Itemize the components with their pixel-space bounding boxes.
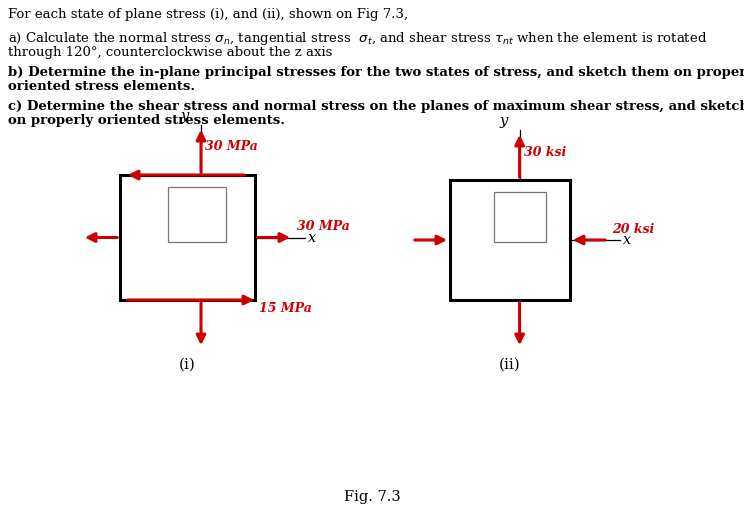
- Text: x: x: [623, 233, 631, 247]
- Bar: [450, 180, 570, 300]
- Text: 20 ksi: 20 ksi: [612, 223, 654, 236]
- Text: c) Determine the shear stress and normal stress on the planes of maximum shear s: c) Determine the shear stress and normal…: [8, 100, 744, 113]
- Text: (i): (i): [179, 358, 196, 372]
- Text: 15 MPa: 15 MPa: [259, 302, 312, 315]
- Bar: [168, 187, 226, 242]
- Text: For each state of plane stress (i), and (ii), shown on Fig 7.3,: For each state of plane stress (i), and …: [8, 8, 408, 21]
- Text: x: x: [308, 231, 316, 244]
- Text: (ii): (ii): [499, 358, 521, 372]
- Text: a) Calculate the normal stress $\sigma_n$, tangential stress  $\sigma_t$, and sh: a) Calculate the normal stress $\sigma_n…: [8, 30, 708, 47]
- Text: 30 MPa: 30 MPa: [205, 140, 258, 153]
- Text: y: y: [181, 109, 189, 123]
- Text: on properly oriented stress elements.: on properly oriented stress elements.: [8, 114, 285, 127]
- Text: oriented stress elements.: oriented stress elements.: [8, 80, 195, 93]
- Text: y: y: [499, 114, 507, 128]
- Text: 30 ksi: 30 ksi: [524, 146, 566, 159]
- Text: through 120°, counterclockwise about the z axis: through 120°, counterclockwise about the…: [8, 46, 333, 59]
- Text: b) Determine the in-plane principal stresses for the two states of stress, and s: b) Determine the in-plane principal stre…: [8, 66, 744, 79]
- Bar: [120, 175, 255, 300]
- Text: Fig. 7.3: Fig. 7.3: [344, 490, 400, 504]
- Bar: [494, 192, 546, 242]
- Text: 30 MPa: 30 MPa: [297, 221, 350, 234]
